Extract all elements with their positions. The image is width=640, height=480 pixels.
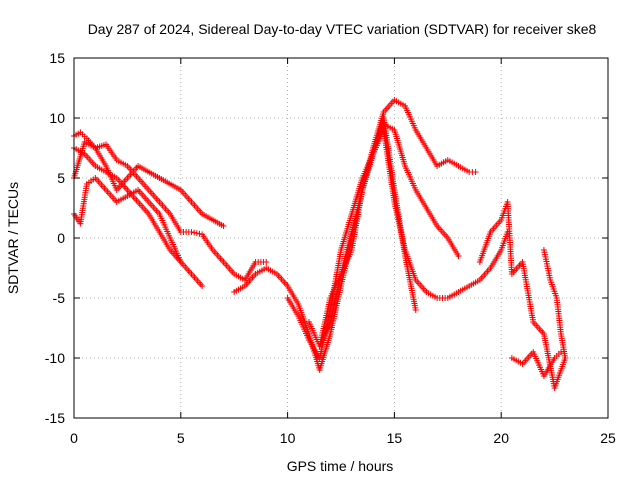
y-tick-label: -5 bbox=[53, 290, 66, 306]
x-tick-label: 5 bbox=[177, 430, 185, 446]
data-point bbox=[220, 223, 227, 229]
y-tick-label: 15 bbox=[49, 50, 65, 66]
data-point bbox=[472, 169, 479, 175]
grid bbox=[74, 58, 608, 418]
x-tick-label: 15 bbox=[387, 430, 403, 446]
y-tick-label: 5 bbox=[57, 170, 65, 186]
y-tick-label: -10 bbox=[45, 350, 65, 366]
series-track-1 bbox=[71, 129, 270, 283]
data-point-interp bbox=[196, 230, 203, 237]
chart-title: Day 287 of 2024, Sidereal Day-to-day VTE… bbox=[88, 21, 597, 37]
data-series bbox=[71, 97, 569, 391]
series-track-11 bbox=[540, 247, 569, 361]
x-tick-label: 20 bbox=[493, 430, 509, 446]
x-axis-label: GPS time / hours bbox=[287, 458, 394, 474]
series-track-10 bbox=[508, 349, 565, 379]
data-point bbox=[558, 349, 565, 355]
data-point bbox=[455, 253, 462, 259]
data-point bbox=[199, 283, 206, 289]
data-point bbox=[412, 307, 419, 313]
x-tick-label: 25 bbox=[600, 430, 616, 446]
x-tick-label: 10 bbox=[280, 430, 296, 446]
y-axis-ticks: -15 -10 -5 0 5 10 15 bbox=[45, 50, 608, 426]
y-axis-label: SDTVAR / TECUs bbox=[5, 182, 21, 294]
y-tick-label: -15 bbox=[45, 410, 65, 426]
data-point-interp bbox=[193, 230, 200, 237]
series-track-6 bbox=[284, 127, 511, 361]
data-point bbox=[177, 259, 184, 265]
y-tick-label: 0 bbox=[57, 230, 65, 246]
x-axis-ticks: 0 5 10 15 20 25 bbox=[70, 58, 616, 446]
data-point bbox=[188, 229, 195, 235]
x-tick-label: 0 bbox=[70, 430, 78, 446]
data-point bbox=[562, 355, 569, 361]
series-track-9 bbox=[476, 199, 569, 391]
y-tick-label: 10 bbox=[49, 110, 65, 126]
data-point-interp bbox=[191, 229, 198, 236]
series-track-4 bbox=[71, 139, 227, 229]
data-point bbox=[263, 259, 270, 265]
series-track-3 bbox=[71, 175, 184, 265]
series-track-8 bbox=[316, 115, 419, 349]
